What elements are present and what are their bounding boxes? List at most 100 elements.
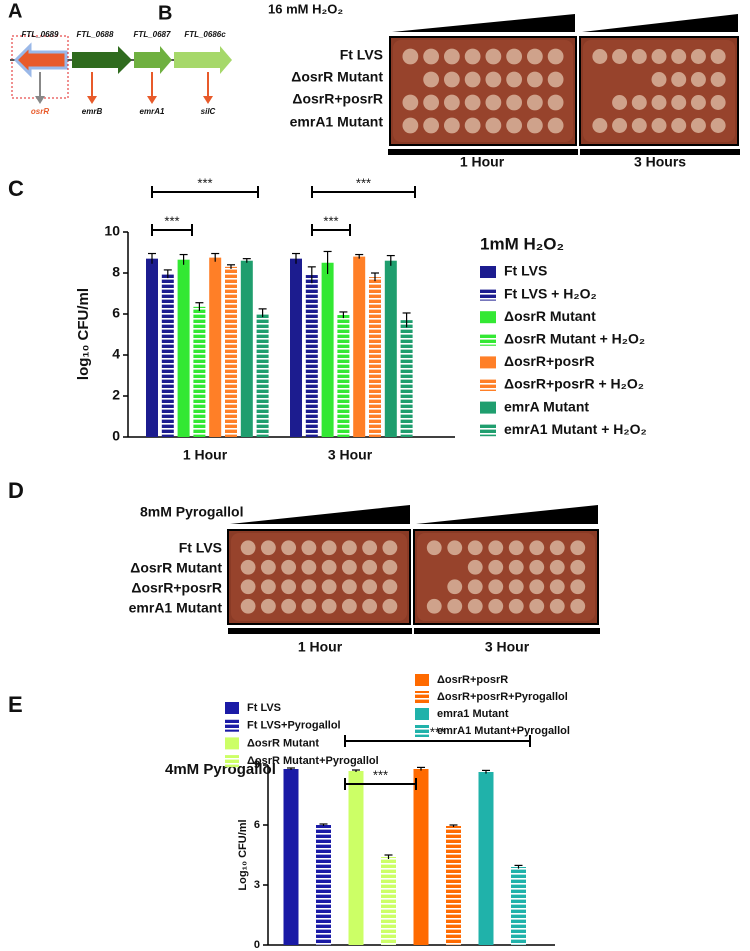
colony-spot — [382, 598, 398, 614]
legend-label: ΔosrR+posrR + H₂O₂ — [504, 376, 644, 392]
error-bar — [386, 254, 395, 266]
legend-label: Ft LVS+Pyrogallol — [247, 720, 341, 732]
colony-spot — [362, 559, 378, 575]
panel-label: C — [8, 176, 24, 201]
strain-label: Ft LVS — [340, 47, 383, 63]
y-tick-label: 6 — [112, 305, 120, 321]
colony-spot — [301, 579, 317, 595]
gene-arrow — [13, 42, 68, 78]
dilution-wedge — [230, 505, 410, 524]
colony-spot — [710, 49, 726, 64]
colony-spot — [671, 95, 687, 110]
strain-label: emrA1 Mutant — [129, 600, 223, 616]
gene-arrow — [174, 46, 232, 74]
colony-spot — [321, 579, 337, 595]
colony-spot — [612, 118, 628, 133]
colony-spot — [341, 559, 357, 575]
panel-label: E — [8, 692, 23, 717]
bar — [321, 262, 334, 437]
error-bar — [287, 767, 295, 770]
dilution-wedge — [416, 505, 598, 524]
colony-spot — [281, 559, 297, 575]
colony-spot — [485, 117, 502, 134]
legend-swatch — [480, 401, 496, 414]
significance-label: *** — [373, 767, 388, 782]
colony-spot — [690, 95, 706, 110]
colony-spot — [321, 540, 337, 556]
legend-swatch — [480, 311, 496, 324]
time-label: 1 Hour — [298, 639, 343, 655]
colony-spot — [651, 95, 667, 110]
significance-label: *** — [164, 213, 179, 228]
colony-spot — [321, 598, 337, 614]
legend-swatch — [415, 708, 429, 720]
legend-swatch — [225, 702, 239, 714]
legend-label: emrA1 Mutant + H₂O₂ — [504, 421, 647, 437]
bar — [348, 771, 364, 945]
colony-spot — [526, 71, 543, 88]
colony-spot — [447, 598, 463, 614]
bar — [283, 769, 299, 945]
colony-spot — [488, 540, 504, 556]
colony-spot — [467, 559, 483, 575]
colony-spot — [529, 540, 545, 556]
strain-label: ΔosrR Mutant — [130, 560, 222, 576]
colony-spot — [467, 540, 483, 556]
colony-spot — [547, 94, 564, 111]
gene-name: silC — [201, 107, 216, 116]
colony-spot — [443, 94, 460, 111]
y-tick-label: 9 — [254, 759, 260, 771]
bar — [381, 857, 396, 945]
colony-spot — [240, 579, 256, 595]
colony-spot — [362, 598, 378, 614]
error-bar — [163, 269, 172, 279]
colony-spot — [447, 579, 463, 595]
gene-pointer — [203, 96, 213, 104]
colony-spot — [426, 540, 442, 556]
colony-spot — [488, 598, 504, 614]
colony-spot — [321, 559, 337, 575]
error-bar — [371, 272, 379, 282]
gene-id: FTL_0687 — [134, 30, 171, 39]
legend-swatch — [415, 674, 429, 686]
colony-spot — [631, 49, 647, 64]
y-tick-label: 0 — [112, 428, 120, 444]
colony-spot — [549, 559, 565, 575]
bar — [146, 258, 158, 437]
colony-spot — [485, 71, 502, 88]
colony-spot — [464, 117, 481, 134]
colony-spot — [488, 559, 504, 575]
error-bar — [292, 252, 300, 264]
colony-spot — [710, 72, 726, 87]
colony-spot — [549, 540, 565, 556]
plate-sheen — [393, 40, 573, 142]
bar — [256, 312, 269, 437]
colony-spot — [464, 94, 481, 111]
x-tick-label: 3 Hour — [328, 447, 373, 463]
legend-swatch — [480, 356, 496, 369]
colony-spot — [485, 48, 502, 65]
colony-spot — [260, 579, 276, 595]
colony-spot — [710, 118, 726, 133]
colony-spot — [547, 71, 564, 88]
gene-pointer — [147, 96, 157, 104]
error-bar — [352, 769, 360, 772]
bar — [413, 769, 429, 945]
colony-spot — [547, 48, 564, 65]
plate-sheen — [583, 40, 735, 142]
time-label: 1 Hour — [460, 154, 505, 170]
colony-spot — [631, 118, 647, 133]
colony-spot — [423, 94, 440, 111]
colony-spot — [690, 118, 706, 133]
significance-label: *** — [356, 175, 371, 190]
colony-spot — [240, 540, 256, 556]
error-bar — [307, 266, 316, 284]
colony-spot — [301, 559, 317, 575]
bar — [478, 772, 494, 945]
colony-spot — [464, 48, 481, 65]
colony-spot — [341, 598, 357, 614]
legend-swatch — [480, 379, 496, 391]
significance-label: *** — [323, 213, 338, 228]
error-bar — [339, 311, 348, 319]
legend-label: Ft LVS + H₂O₂ — [504, 285, 597, 301]
